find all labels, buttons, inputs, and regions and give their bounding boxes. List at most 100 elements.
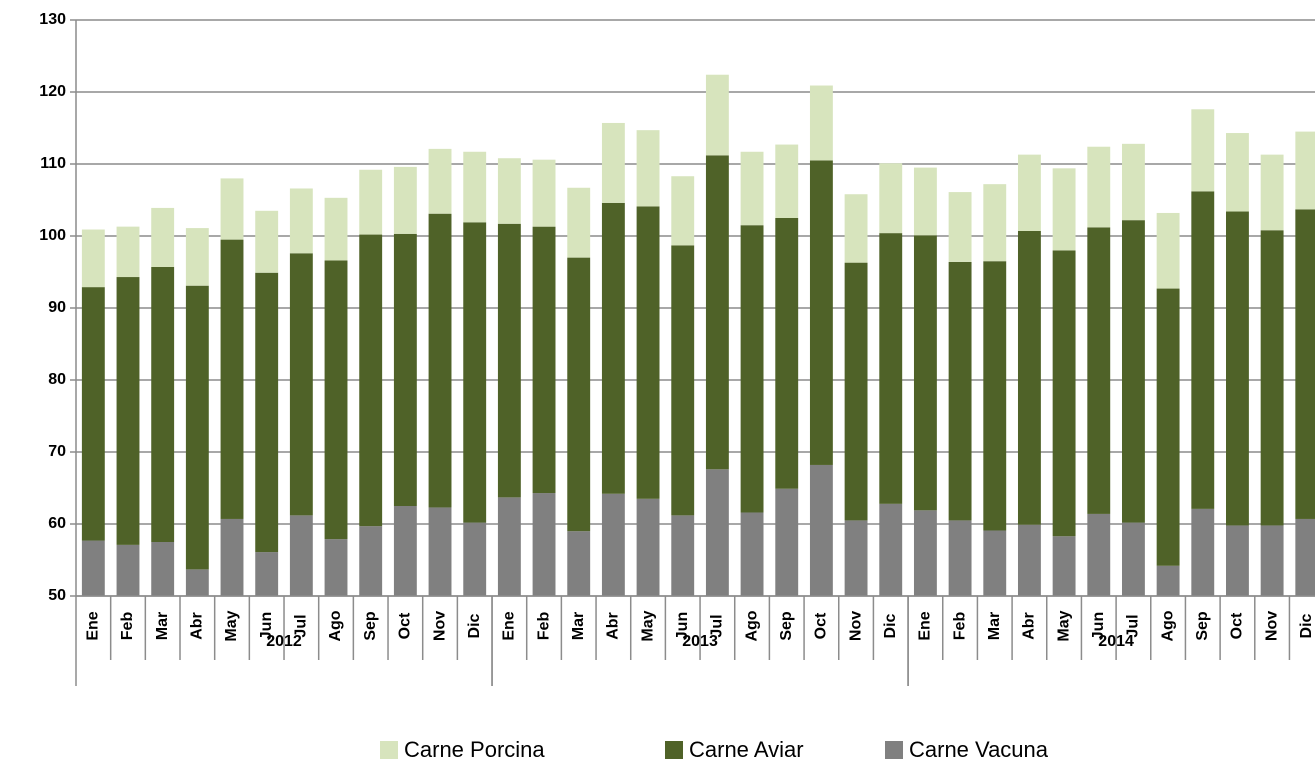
x-group-label: 2012 — [266, 633, 302, 650]
bar-segment — [948, 520, 972, 596]
bar-segment — [116, 544, 140, 596]
bar-segment — [151, 207, 175, 267]
bar-segment — [255, 210, 279, 273]
bar-segment — [1226, 211, 1249, 526]
bar-segment — [428, 148, 452, 214]
legend-label: Carne Vacuna — [909, 737, 1049, 762]
bar-segment — [809, 160, 833, 465]
bar-segment — [1121, 522, 1145, 596]
bar-segment — [185, 285, 209, 570]
x-tick-label: Oct — [1229, 612, 1246, 639]
bar-segment — [185, 569, 209, 596]
bar-segment — [879, 233, 903, 504]
x-tick-label: May — [1055, 610, 1072, 641]
x-tick-label: Dic — [882, 613, 899, 638]
bar-segment — [983, 184, 1007, 262]
bar-segment — [428, 507, 452, 596]
bar-segment — [601, 122, 625, 203]
bar-segment — [81, 229, 105, 288]
bar-segment — [601, 493, 625, 596]
bar-segment — [705, 155, 729, 470]
y-tick-label: 90 — [48, 299, 66, 316]
bar-segment — [1087, 227, 1111, 514]
bar-segment — [671, 515, 695, 596]
bar-segment — [740, 512, 764, 596]
x-tick-label: May — [639, 610, 656, 641]
bar-segment — [913, 167, 937, 236]
x-tick-label: Ago — [327, 610, 344, 641]
bar-segment — [532, 493, 556, 596]
bar-segment — [671, 176, 695, 246]
bar-segment — [393, 506, 417, 596]
bar-segment — [1260, 525, 1284, 596]
legend-label: Carne Porcina — [404, 737, 545, 762]
bar-segment — [289, 188, 313, 254]
bar-segment — [879, 163, 903, 234]
bar-segment — [1121, 143, 1145, 221]
x-tick-label: Jun — [1090, 612, 1107, 640]
y-tick-label: 70 — [48, 443, 66, 460]
bar-segment — [1191, 109, 1215, 192]
bar-segment — [775, 144, 799, 218]
x-tick-label: Abr — [605, 612, 622, 640]
bar-segment — [1295, 518, 1315, 596]
bar-segment — [81, 540, 105, 596]
x-tick-label: Jun — [674, 612, 691, 640]
bar-segment — [1017, 154, 1041, 231]
bar-segment — [1156, 212, 1180, 289]
x-tick-label: Ene — [501, 611, 518, 640]
x-tick-label: Oct — [397, 612, 414, 639]
bar-segment — [81, 287, 105, 541]
bar-segment — [497, 158, 521, 224]
x-tick-label: Ene — [85, 611, 102, 640]
bar-segment — [289, 253, 313, 516]
x-tick-label: Nov — [1263, 611, 1280, 641]
bar-segment — [1295, 131, 1315, 210]
bar-segment — [116, 277, 140, 545]
bar-segment — [740, 151, 764, 226]
bar-segment — [463, 151, 487, 223]
bar-segment — [497, 223, 521, 498]
bar-segment — [1052, 250, 1076, 537]
legend-swatch — [885, 741, 903, 759]
y-tick-label: 110 — [40, 155, 66, 172]
x-tick-label: Nov — [847, 611, 864, 641]
bar-segment — [185, 228, 209, 286]
bar-segment — [844, 520, 868, 596]
x-tick-label: Ago — [1159, 610, 1176, 641]
bar-segment — [1087, 513, 1111, 596]
bar-segment — [116, 226, 140, 278]
bar-segment — [220, 178, 244, 240]
bar-segment — [705, 469, 729, 596]
x-tick-label: May — [223, 610, 240, 641]
bar-segment — [601, 202, 625, 494]
bar-segment — [428, 213, 452, 508]
y-tick-label: 120 — [39, 83, 66, 100]
bar-segment — [1017, 230, 1041, 525]
bar-segment — [844, 194, 868, 263]
bar-segment — [151, 266, 175, 542]
bar-segment — [1295, 209, 1315, 519]
bar-segment — [532, 226, 556, 494]
legend-label: Carne Aviar — [689, 737, 804, 762]
bar-segment — [775, 218, 799, 489]
bar-segment — [809, 85, 833, 161]
bar-segment — [532, 159, 556, 227]
bar-segment — [1017, 524, 1041, 596]
bar-segment — [1087, 146, 1111, 228]
bar-segment — [1260, 154, 1284, 231]
x-tick-label: Sep — [362, 611, 379, 641]
x-tick-label: Feb — [535, 612, 552, 641]
bar-segment — [1052, 168, 1076, 251]
bar-segment — [1156, 288, 1180, 566]
bar-segment — [324, 260, 348, 540]
bar-segment — [393, 166, 417, 234]
x-tick-label: Sep — [1194, 611, 1211, 641]
bar-segment — [1156, 565, 1180, 596]
bar-segment — [1260, 230, 1284, 526]
x-group-label: 2013 — [682, 633, 718, 650]
bar-segment — [1226, 133, 1249, 212]
bar-segment — [567, 257, 591, 532]
x-tick-label: Mar — [154, 612, 171, 640]
